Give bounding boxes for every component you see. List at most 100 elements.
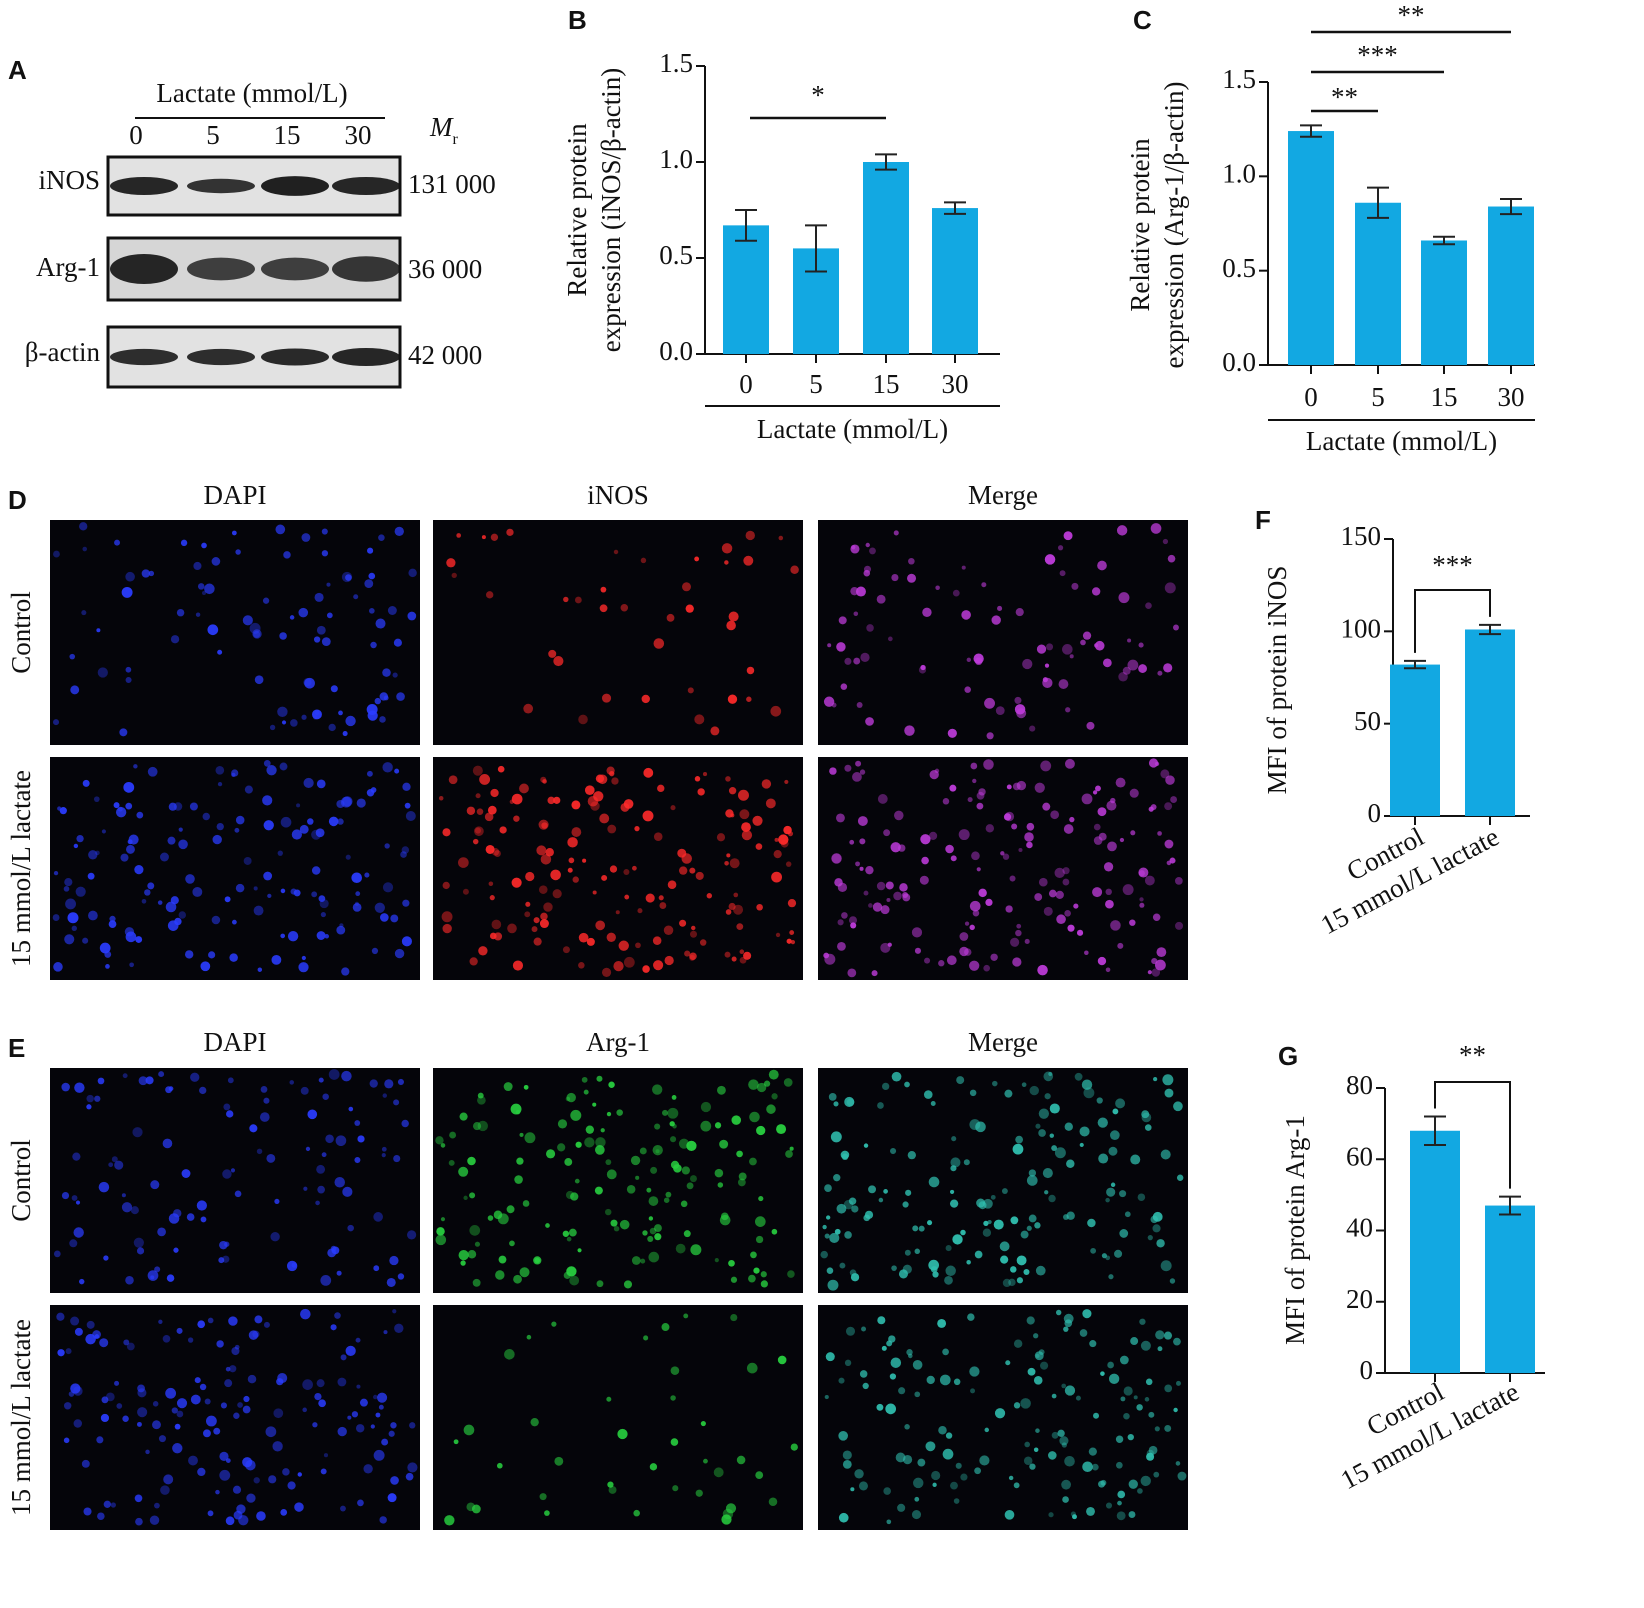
cell [1146, 1452, 1155, 1461]
cell [110, 1502, 116, 1508]
cell [499, 826, 507, 834]
cell [162, 1334, 171, 1343]
bar [1488, 206, 1534, 365]
cell [850, 1273, 860, 1282]
cell [384, 1079, 394, 1089]
cell [1079, 1126, 1090, 1137]
cell [351, 872, 363, 884]
cell [1100, 1371, 1105, 1376]
band [110, 177, 178, 195]
cell [125, 802, 133, 810]
cell [969, 1366, 980, 1377]
cell [645, 893, 655, 903]
cell [440, 1217, 446, 1222]
cell [392, 1309, 397, 1314]
cell [716, 833, 726, 842]
cell [654, 1233, 662, 1241]
panel-letter: F [1255, 505, 1271, 535]
cell [401, 1119, 409, 1128]
cell [822, 1224, 827, 1230]
cell [893, 891, 902, 901]
cell [369, 608, 375, 614]
cell [442, 828, 451, 837]
cell [1137, 1488, 1143, 1494]
cell [232, 1485, 242, 1494]
cell [1051, 1431, 1059, 1439]
cell [160, 1485, 170, 1495]
cell [545, 1223, 550, 1228]
cell [567, 837, 578, 848]
cell [958, 829, 970, 841]
cell [373, 1265, 380, 1272]
cell [1059, 1436, 1069, 1446]
cell [865, 717, 874, 726]
cell [100, 1413, 110, 1423]
cell [635, 942, 641, 949]
cell [1063, 824, 1074, 834]
cell [893, 530, 899, 536]
cell [252, 629, 262, 639]
cell [442, 923, 452, 934]
cell [650, 1166, 658, 1174]
cell [826, 1267, 834, 1275]
bar [1355, 202, 1401, 365]
cell [1038, 1349, 1045, 1356]
cell [1034, 782, 1045, 793]
cell [272, 1441, 283, 1452]
cell [249, 622, 261, 634]
cell [324, 934, 330, 939]
cell [1160, 769, 1170, 779]
cell [955, 1462, 962, 1469]
cell [894, 810, 904, 821]
cell [945, 844, 954, 854]
cell [133, 1237, 144, 1248]
cell [228, 1316, 238, 1326]
cell [877, 1316, 886, 1325]
cell [694, 714, 705, 725]
cell [99, 1338, 109, 1348]
cell [1096, 1097, 1103, 1104]
micrograph [50, 757, 420, 980]
cell [942, 798, 950, 805]
cell [1001, 1188, 1008, 1195]
cell [1117, 1490, 1126, 1499]
cell [1044, 554, 1056, 565]
cell [111, 1156, 118, 1163]
cell [984, 1427, 990, 1433]
cell [1026, 1225, 1032, 1231]
cell [1012, 782, 1021, 791]
cell [513, 1274, 522, 1284]
cell [929, 831, 938, 840]
cell [154, 1502, 160, 1509]
cell [242, 1457, 253, 1468]
cell [823, 696, 835, 707]
cell [244, 785, 253, 794]
cell [839, 1262, 846, 1269]
cell [1035, 1353, 1040, 1358]
blot-header: Lactate (mmol/L) [156, 78, 347, 108]
cell [136, 811, 144, 819]
cell [57, 1349, 65, 1357]
cell [1071, 582, 1079, 590]
cell [524, 1132, 536, 1144]
cell [771, 1228, 778, 1235]
bar [863, 162, 909, 354]
lane-label: 5 [206, 120, 220, 150]
cell [105, 964, 110, 969]
cell [1154, 959, 1166, 971]
cell [1022, 658, 1033, 670]
cell [538, 885, 548, 894]
y-tick-label: 0.0 [659, 336, 693, 366]
cell [844, 1231, 852, 1239]
panel-letter: B [568, 5, 587, 35]
cell [63, 886, 70, 892]
cell [120, 853, 129, 862]
cell [738, 789, 749, 801]
cell [347, 1224, 354, 1232]
cell [825, 1215, 831, 1220]
cell [253, 886, 258, 891]
cell [695, 871, 704, 880]
cell [648, 1216, 654, 1221]
cell [404, 802, 411, 809]
cell [1155, 1330, 1165, 1340]
